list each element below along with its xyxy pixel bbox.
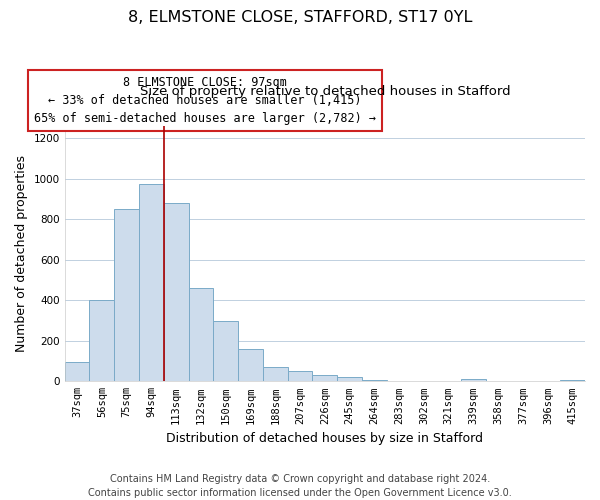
X-axis label: Distribution of detached houses by size in Stafford: Distribution of detached houses by size … xyxy=(166,432,484,445)
Bar xyxy=(287,371,313,382)
Bar xyxy=(461,380,486,382)
Bar xyxy=(139,184,164,382)
Bar xyxy=(263,366,287,382)
Text: 8 ELMSTONE CLOSE: 97sqm
← 33% of detached houses are smaller (1,415)
65% of semi: 8 ELMSTONE CLOSE: 97sqm ← 33% of detache… xyxy=(34,76,376,124)
Y-axis label: Number of detached properties: Number of detached properties xyxy=(15,155,28,352)
Bar xyxy=(65,362,89,382)
Bar xyxy=(188,288,214,382)
Bar xyxy=(560,380,585,382)
Bar xyxy=(313,374,337,382)
Text: 8, ELMSTONE CLOSE, STAFFORD, ST17 0YL: 8, ELMSTONE CLOSE, STAFFORD, ST17 0YL xyxy=(128,10,472,25)
Bar xyxy=(164,203,188,382)
Text: Contains HM Land Registry data © Crown copyright and database right 2024.
Contai: Contains HM Land Registry data © Crown c… xyxy=(88,474,512,498)
Title: Size of property relative to detached houses in Stafford: Size of property relative to detached ho… xyxy=(140,86,510,98)
Bar xyxy=(238,349,263,382)
Bar xyxy=(89,300,114,382)
Bar xyxy=(337,378,362,382)
Bar xyxy=(362,380,387,382)
Bar xyxy=(214,321,238,382)
Bar xyxy=(114,210,139,382)
